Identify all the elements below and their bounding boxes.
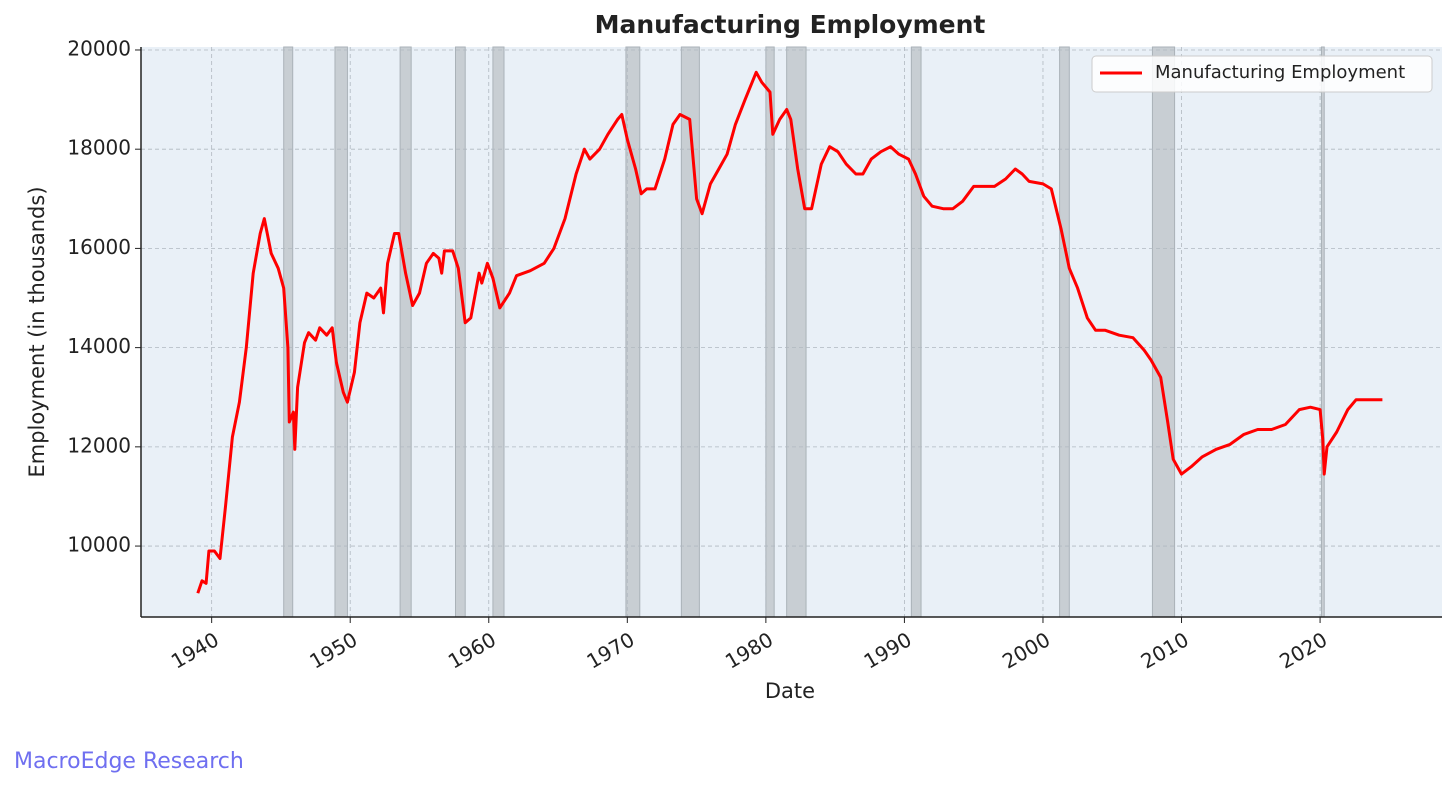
y-tick-label: 14000 bbox=[67, 334, 131, 358]
y-tick-label: 16000 bbox=[67, 235, 131, 259]
legend-label: Manufacturing Employment bbox=[1155, 62, 1405, 83]
x-tick-label: 1980 bbox=[721, 627, 777, 673]
y-tick-label: 20000 bbox=[67, 36, 131, 60]
y-axis-label: Employment (in thousands) bbox=[25, 186, 49, 477]
chart-title: Manufacturing Employment bbox=[595, 10, 986, 39]
x-tick-label: 2010 bbox=[1137, 627, 1193, 673]
recession-band bbox=[1151, 46, 1176, 618]
y-tick-label: 18000 bbox=[67, 136, 131, 160]
recession-band bbox=[399, 46, 412, 618]
x-axis-label: Date bbox=[765, 679, 815, 703]
x-tick-label: 1970 bbox=[582, 627, 638, 673]
recession-band bbox=[910, 46, 922, 618]
legend-box bbox=[1091, 55, 1433, 93]
recession-band bbox=[1059, 46, 1070, 618]
recession-band bbox=[492, 46, 505, 618]
recession-band bbox=[786, 46, 807, 618]
x-tick-label: 2020 bbox=[1275, 627, 1331, 673]
x-tick-label: 1960 bbox=[444, 627, 500, 673]
watermark: MacroEdge Research bbox=[14, 749, 244, 774]
line-series bbox=[196, 70, 1383, 594]
x-tick-label: 2000 bbox=[998, 627, 1054, 673]
x-tick-label: 1990 bbox=[860, 627, 916, 673]
recession-band bbox=[625, 46, 641, 618]
recession-band bbox=[334, 46, 348, 618]
y-tick-label: 12000 bbox=[67, 433, 131, 457]
recession-band bbox=[455, 46, 466, 618]
y-tick-label: 10000 bbox=[67, 533, 131, 557]
legend: Manufacturing Employment bbox=[1091, 55, 1433, 93]
x-tick-label: 1950 bbox=[305, 627, 361, 673]
recession-band bbox=[1320, 46, 1325, 618]
x-tick-label: 1940 bbox=[167, 627, 223, 673]
